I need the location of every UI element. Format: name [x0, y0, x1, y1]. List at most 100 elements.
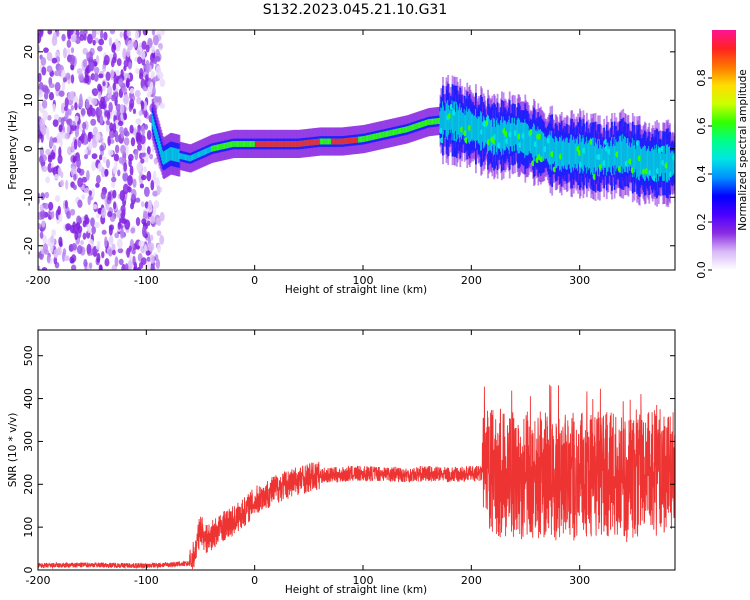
snr-y-ticks: 0 100 200 300 400 500 — [22, 345, 675, 574]
noise-speck — [57, 154, 63, 165]
noise-speck — [82, 58, 88, 68]
noise-speck — [120, 205, 126, 214]
noise-speck — [81, 176, 88, 183]
noise-speck — [143, 186, 150, 197]
noise-speck — [152, 76, 158, 82]
noise-speck — [134, 90, 141, 98]
noise-speck — [57, 205, 62, 216]
noise-speck — [103, 54, 110, 66]
noise-speck — [51, 229, 56, 237]
noise-speck — [102, 63, 107, 73]
noise-speck — [149, 81, 154, 90]
noise-speck — [56, 132, 63, 144]
noise-speck — [66, 119, 71, 125]
snr-y-tick-label: 0 — [22, 567, 35, 574]
noise-speck — [122, 183, 129, 195]
noise-speck — [101, 251, 105, 259]
noise-speck — [84, 74, 90, 84]
noise-speck — [70, 64, 75, 71]
noise-speck — [113, 74, 118, 85]
noise-speck — [54, 194, 61, 203]
noise-speck — [88, 141, 93, 151]
noise-speck — [40, 192, 45, 201]
noise-speck — [145, 250, 151, 256]
noise-speck — [77, 177, 83, 188]
noise-speck — [118, 258, 124, 266]
noise-speck — [97, 208, 102, 214]
noise-speck — [130, 227, 136, 234]
noise-speck — [38, 132, 43, 139]
noise-speck — [41, 266, 48, 270]
noise-speck — [100, 191, 106, 200]
noise-speck — [95, 30, 101, 35]
snr-plot-area — [38, 330, 675, 570]
noise-speck — [111, 181, 116, 188]
noise-speck — [136, 96, 142, 105]
noise-speck — [47, 114, 52, 121]
noise-speck — [101, 229, 107, 235]
noise-speck — [42, 234, 48, 245]
noise-speck — [146, 220, 151, 227]
snr-x-tick-label: 200 — [461, 574, 482, 587]
noise-speck — [104, 236, 108, 248]
noise-speck — [58, 146, 62, 158]
noise-speck — [84, 214, 89, 223]
noise-speck — [92, 203, 98, 210]
noise-speck — [59, 179, 65, 187]
snr-x-tick-label: 100 — [353, 574, 374, 587]
noise-speck — [111, 56, 117, 64]
noise-speck — [143, 244, 148, 254]
noise-speck — [140, 174, 147, 181]
noise-speck — [138, 261, 144, 269]
noise-speck — [100, 101, 106, 110]
noise-speck — [108, 225, 113, 236]
noise-speck — [109, 30, 116, 35]
noise-speck — [150, 180, 155, 191]
noise-speck — [64, 111, 69, 121]
noise-speck — [108, 248, 113, 257]
noise-speck — [134, 149, 139, 161]
noise-speck — [91, 153, 98, 160]
noise-speck — [131, 193, 136, 201]
noise-speck — [46, 51, 53, 62]
noise-speck — [62, 77, 67, 83]
noise-speck — [116, 109, 121, 119]
noise-speck — [40, 209, 46, 220]
noise-speck — [85, 170, 90, 181]
noise-speck — [100, 96, 105, 104]
noise-speck — [146, 130, 152, 141]
noise-speck — [70, 47, 75, 54]
noise-speck — [156, 230, 162, 237]
noise-speck — [66, 210, 71, 219]
noise-speck — [80, 108, 86, 116]
noise-speck — [38, 155, 44, 164]
noise-speck — [113, 201, 117, 210]
noise-speck — [41, 66, 47, 76]
noise-speck — [121, 263, 126, 270]
noise-speck — [145, 63, 150, 74]
noise-speck — [62, 47, 68, 59]
noise-speck — [124, 219, 131, 230]
noise-speck — [116, 58, 122, 67]
noise-speck — [149, 264, 156, 270]
noise-speck — [56, 30, 60, 37]
noise-speck — [109, 122, 114, 132]
noise-speck — [51, 57, 58, 64]
noise-speck — [53, 173, 59, 180]
noise-speck — [62, 248, 67, 256]
noise-speck — [50, 210, 55, 219]
noise-speck — [53, 248, 59, 259]
colorbar-ticks: 0.0 0.2 0.4 0.6 0.8 — [695, 69, 712, 279]
noise-speck — [93, 88, 97, 94]
noise-speck — [66, 39, 72, 49]
noise-speck — [160, 30, 165, 36]
noise-speck — [47, 30, 53, 35]
noise-speck — [92, 39, 96, 46]
noise-speck — [135, 197, 141, 203]
noise-speck — [73, 96, 79, 103]
noise-speck — [111, 44, 116, 53]
noise-speck — [125, 145, 129, 156]
noise-speck — [39, 231, 44, 239]
